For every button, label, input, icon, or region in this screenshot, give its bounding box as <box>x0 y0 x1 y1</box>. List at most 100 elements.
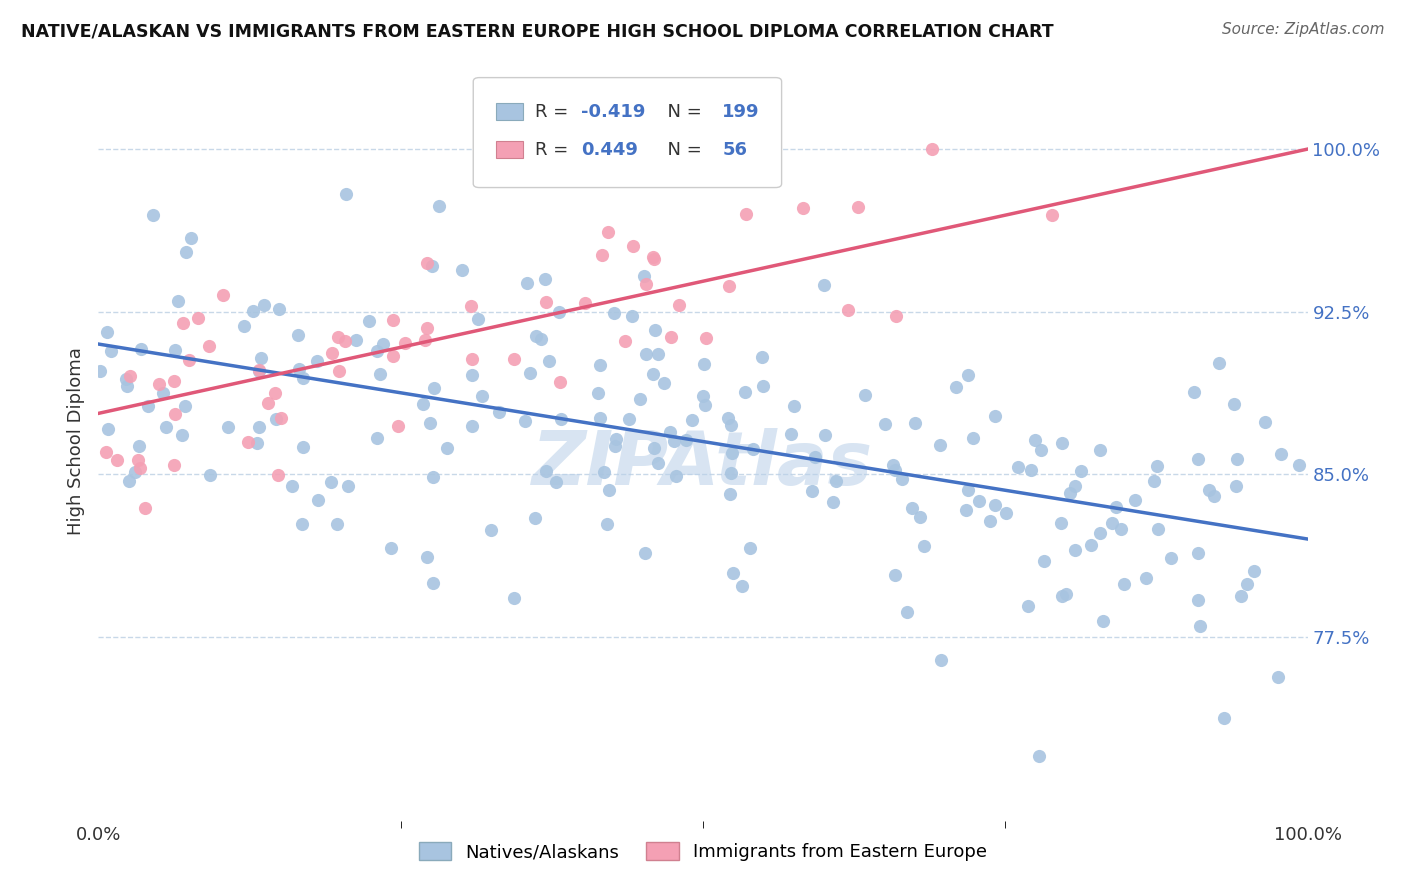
Point <box>574 295 596 310</box>
Point <box>503 351 526 366</box>
Point <box>734 384 756 399</box>
Point <box>908 509 931 524</box>
Point <box>658 425 681 439</box>
Point <box>668 298 690 312</box>
Point <box>1230 589 1253 603</box>
Point <box>855 388 877 402</box>
Point <box>536 464 558 478</box>
Point <box>1101 516 1123 530</box>
Point <box>163 458 186 472</box>
Point <box>1270 447 1292 461</box>
Point <box>366 343 388 358</box>
Point <box>544 475 567 489</box>
Point <box>479 524 502 538</box>
Point <box>652 376 675 390</box>
Point <box>336 479 359 493</box>
Point <box>422 470 444 484</box>
Point <box>1236 577 1258 591</box>
Point <box>548 305 571 319</box>
Point <box>1114 576 1136 591</box>
Point <box>416 256 439 270</box>
Point <box>281 479 304 493</box>
Text: N =: N = <box>655 141 707 159</box>
Text: 199: 199 <box>723 103 759 120</box>
Point <box>100 343 122 358</box>
Point <box>174 245 197 260</box>
Point <box>891 472 914 486</box>
FancyBboxPatch shape <box>474 78 782 187</box>
Point <box>249 419 271 434</box>
Point <box>613 334 636 348</box>
Point <box>326 517 349 532</box>
Point <box>128 461 150 475</box>
Point <box>292 440 315 454</box>
Point <box>419 416 441 430</box>
Point <box>591 248 613 262</box>
Point <box>1033 554 1056 568</box>
Point <box>141 208 163 222</box>
Point <box>422 382 444 396</box>
Point <box>134 501 156 516</box>
FancyBboxPatch shape <box>496 103 523 120</box>
Point <box>420 259 443 273</box>
Text: NATIVE/ALASKAN VS IMMIGRANTS FROM EASTERN EUROPE HIGH SCHOOL DIPLOMA CORRELATION: NATIVE/ALASKAN VS IMMIGRANTS FROM EASTER… <box>21 22 1053 40</box>
Point <box>1267 671 1289 685</box>
Point <box>804 450 827 464</box>
Point <box>955 503 977 517</box>
Point <box>589 358 612 372</box>
Point <box>523 511 546 525</box>
Point <box>1040 208 1063 222</box>
Point <box>167 294 190 309</box>
Point <box>264 386 287 401</box>
Point <box>371 337 394 351</box>
Point <box>662 434 685 449</box>
Point <box>1088 525 1111 540</box>
Point <box>962 431 984 445</box>
Point <box>792 201 814 215</box>
Point <box>957 368 980 383</box>
Text: R =: R = <box>534 141 574 159</box>
Point <box>643 252 665 266</box>
Point <box>984 498 1007 512</box>
Point <box>1031 443 1053 458</box>
Point <box>165 407 187 421</box>
Point <box>634 277 657 292</box>
Point <box>945 380 967 394</box>
Point <box>467 312 489 326</box>
Point <box>471 389 494 403</box>
Point <box>461 368 484 382</box>
Point <box>731 579 754 593</box>
Point <box>460 352 482 367</box>
Point <box>380 541 402 556</box>
Point <box>291 371 314 385</box>
Point <box>548 375 571 389</box>
Point <box>211 288 233 302</box>
FancyBboxPatch shape <box>496 141 523 158</box>
Text: R =: R = <box>534 103 574 120</box>
Text: ZIPAtlas: ZIPAtlas <box>533 428 873 500</box>
Point <box>247 364 270 378</box>
Point <box>735 207 758 221</box>
Point <box>105 453 128 467</box>
Point <box>246 436 269 450</box>
Point <box>929 438 952 452</box>
Point <box>896 605 918 619</box>
Point <box>173 399 195 413</box>
Point <box>269 302 291 317</box>
Point <box>884 463 907 477</box>
Point <box>647 346 669 360</box>
Point <box>394 335 416 350</box>
Point <box>502 591 524 605</box>
Point <box>89 364 111 378</box>
Point <box>1184 384 1206 399</box>
Point <box>1007 459 1029 474</box>
Point <box>979 514 1001 528</box>
Point <box>641 250 664 264</box>
Point <box>1024 434 1046 448</box>
Point <box>1225 479 1247 493</box>
Point <box>994 506 1017 520</box>
Point <box>628 392 651 407</box>
Point <box>287 361 309 376</box>
Point <box>266 468 288 483</box>
Point <box>515 414 537 428</box>
